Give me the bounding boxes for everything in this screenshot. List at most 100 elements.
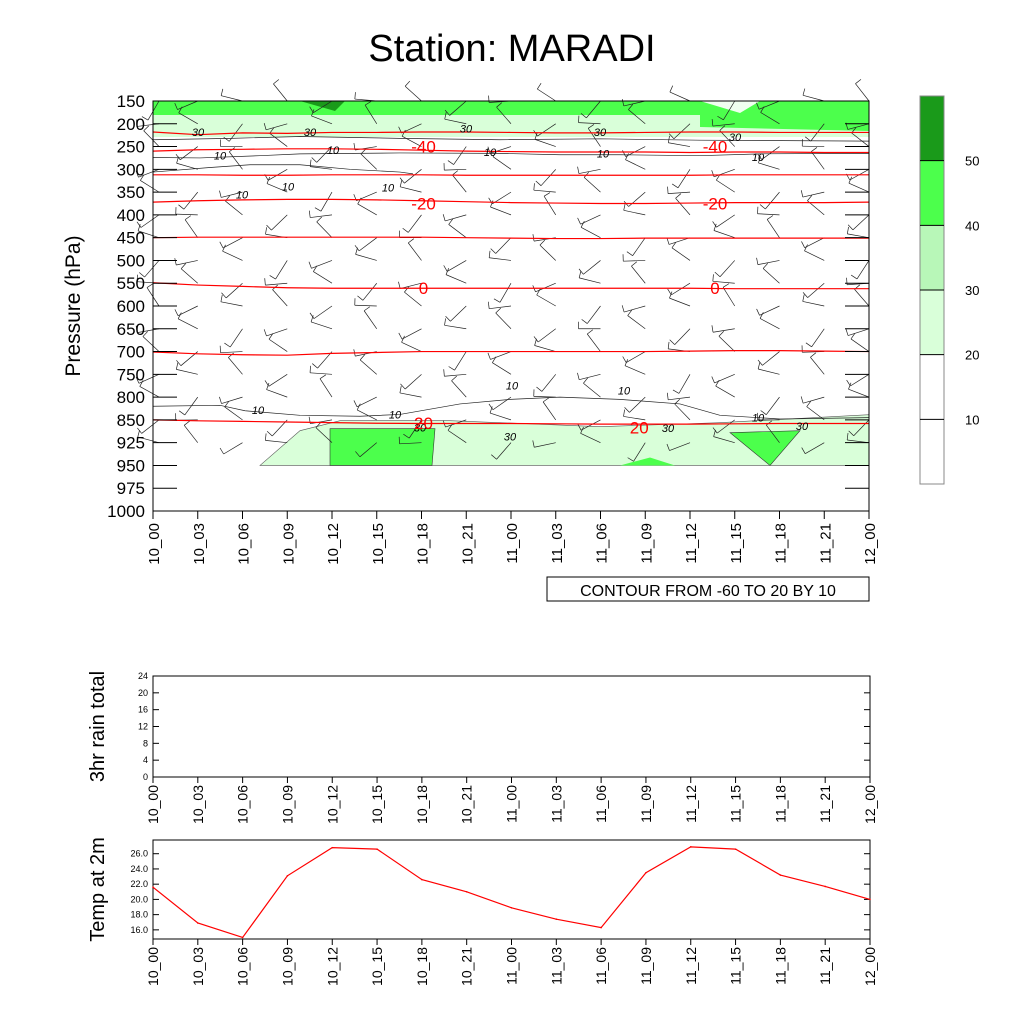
wind-barb <box>671 247 691 261</box>
wind-barb <box>586 305 601 324</box>
wind-barb <box>183 425 199 443</box>
wind-barb <box>765 396 780 415</box>
wind-barb-flag <box>309 312 315 319</box>
wind-barb <box>363 310 378 329</box>
panel-x-tick-label: 10_12 <box>324 947 340 986</box>
wind-barb <box>444 324 467 330</box>
wind-barb-flag <box>719 125 726 131</box>
wind-barb <box>802 351 825 353</box>
wind-barb-flag <box>577 217 581 225</box>
wind-barb <box>536 294 556 307</box>
temperature-point <box>376 848 378 850</box>
y-tick-label: 400 <box>117 206 145 225</box>
wind-barb <box>444 373 467 377</box>
wind-barb <box>229 328 243 348</box>
y-tick-label: 1000 <box>107 502 145 521</box>
panel-y-tick-label: 4 <box>143 755 148 765</box>
wind-barb-flag <box>801 447 806 454</box>
humidity-contour <box>152 136 870 142</box>
humidity-contour-label: 10 <box>752 413 765 425</box>
wind-barb <box>623 260 646 262</box>
temperature-point <box>645 871 647 874</box>
temperature-point <box>824 885 826 888</box>
wind-barb-flag <box>533 183 535 191</box>
wind-barb-flag <box>622 356 627 363</box>
colorbar-bin <box>920 160 944 226</box>
wind-barb <box>311 115 333 125</box>
wind-barb-flag <box>578 271 582 278</box>
wind-barb-flag <box>760 106 765 113</box>
y-axis-title: Pressure (hPa) <box>62 235 85 376</box>
wind-barb <box>273 83 288 102</box>
x-tick-label: 10_09 <box>280 523 297 565</box>
wind-barb-flag <box>313 265 318 272</box>
wind-barb-flag <box>711 376 715 384</box>
wind-barb-flag <box>404 286 410 293</box>
wind-barb-flag <box>445 268 450 275</box>
humidity-contour-label: 10 <box>618 385 631 397</box>
wind-barb <box>537 123 556 137</box>
wind-barb-flag <box>452 170 459 176</box>
wind-barb-flag <box>757 153 762 160</box>
temperature-isoline <box>152 350 870 356</box>
wind-barb-flag <box>756 257 759 265</box>
colorbar: 10 20 30 40 50 <box>919 95 979 485</box>
colorbar-label: 20 <box>965 348 979 363</box>
panel-x-tick-label: 11_21 <box>817 785 833 823</box>
y-tick-label: 850 <box>117 411 145 430</box>
wind-barb <box>847 233 870 239</box>
wind-barb-flag <box>712 274 714 282</box>
wind-barb <box>140 180 160 193</box>
wind-barb-flag <box>221 292 227 299</box>
panel-y-tick-label: 24.0 <box>130 864 148 874</box>
wind-barb-flag <box>767 215 774 220</box>
panel-x-tick-label: 10_09 <box>279 947 295 986</box>
wind-barb <box>445 274 467 284</box>
wind-barb-flag <box>493 298 501 303</box>
wind-barb-flag <box>759 204 766 210</box>
wind-barb <box>357 203 377 216</box>
wind-barb-flag <box>848 382 852 390</box>
wind-barb <box>854 289 870 307</box>
wind-barb <box>542 401 557 421</box>
colorbar-bin <box>920 354 944 420</box>
wind-barb <box>719 130 736 147</box>
wind-barb <box>492 156 512 170</box>
wind-barb-flag <box>712 221 717 228</box>
wind-barb <box>632 237 646 256</box>
wind-barb-flag <box>265 433 267 441</box>
wind-barb <box>453 146 467 165</box>
humidity-contour-label: 30 <box>304 127 317 139</box>
wind-barb-flag <box>228 352 234 358</box>
wind-barb <box>225 282 243 299</box>
wind-barb-flag <box>178 410 186 416</box>
wind-barb <box>586 333 601 352</box>
wind-barb-flag <box>667 341 670 349</box>
wind-barb-flag <box>713 223 717 231</box>
y-tick-label: 700 <box>117 343 145 362</box>
wind-barb <box>266 328 288 337</box>
wind-barb <box>586 100 601 119</box>
wind-barb <box>761 146 780 160</box>
wind-barb-flag <box>183 420 190 426</box>
wind-barb <box>856 260 870 280</box>
wind-barb <box>310 214 333 218</box>
temperature-point <box>689 846 692 848</box>
wind-barb <box>222 237 243 249</box>
wind-barb-flag <box>174 309 179 316</box>
wind-barb <box>802 301 825 307</box>
wind-barb-flag <box>535 180 542 186</box>
wind-barb-flag <box>627 309 633 316</box>
humidity-contour-label: 10 <box>484 147 497 159</box>
x-tick-label: 10_21 <box>459 523 476 565</box>
y-tick-label: 600 <box>117 297 145 316</box>
wind-barb-flag <box>631 261 638 267</box>
wind-barb <box>266 389 288 398</box>
wind-barb <box>359 359 377 375</box>
panel-x-tick-label: 11_15 <box>728 785 744 823</box>
panel-x-tick-label: 11_18 <box>772 785 788 823</box>
wind-barb <box>810 357 825 375</box>
panel-y-tick-label: 26.0 <box>130 849 148 859</box>
wind-barb-flag <box>756 308 760 316</box>
wind-barb <box>448 224 467 238</box>
